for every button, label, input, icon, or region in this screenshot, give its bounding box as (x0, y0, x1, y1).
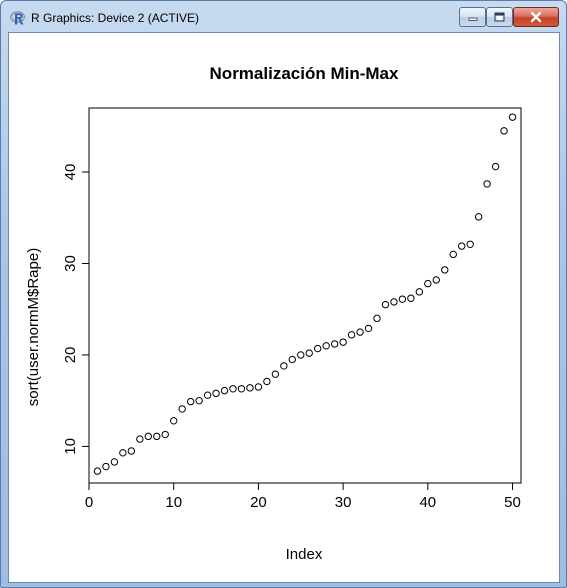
data-point (102, 462, 110, 471)
data-point (356, 328, 364, 336)
data-points (93, 113, 517, 475)
minimize-button[interactable] (459, 7, 486, 27)
x-tick-label: 10 (165, 494, 182, 511)
data-point (322, 342, 330, 350)
close-icon (530, 11, 542, 23)
scatter-plot: Normalización Min-Max Index sort(user.no… (25, 64, 522, 563)
y-axis: 10 20 30 40 (62, 164, 90, 455)
data-point (398, 295, 407, 303)
maximize-icon (494, 12, 505, 22)
y-tick-label: 30 (62, 255, 79, 272)
data-point (339, 338, 347, 346)
data-point (314, 344, 322, 353)
data-point (415, 288, 424, 296)
data-point (347, 331, 356, 339)
data-point (110, 458, 119, 466)
plot-frame (88, 107, 522, 484)
data-point (466, 240, 474, 248)
data-point (500, 127, 508, 135)
data-point (449, 250, 457, 259)
x-tick-label: 0 (85, 494, 93, 511)
data-point (153, 432, 161, 441)
y-tick-label: 10 (62, 438, 79, 455)
data-point (432, 276, 440, 284)
data-point (407, 294, 415, 302)
data-point (271, 370, 280, 378)
data-point (508, 113, 517, 121)
data-point (288, 355, 296, 364)
r-logo-icon (10, 11, 25, 25)
data-point (229, 385, 237, 393)
y-tick-label: 40 (62, 164, 79, 181)
data-point (246, 384, 254, 392)
data-point (212, 389, 220, 398)
data-point (305, 349, 313, 357)
data-point (280, 362, 288, 370)
data-point (364, 324, 373, 333)
x-axis-label: Index (286, 546, 323, 563)
data-point (178, 405, 186, 413)
graphics-device-canvas: Normalización Min-Max Index sort(user.no… (8, 32, 560, 583)
data-point (93, 467, 102, 475)
data-point (144, 432, 152, 441)
data-point (203, 391, 212, 399)
data-point (254, 383, 263, 391)
y-tick-label: 20 (62, 347, 79, 364)
data-point (390, 298, 398, 306)
data-point (441, 266, 449, 274)
window-title: R Graphics: Device 2 (ACTIVE) (31, 11, 200, 25)
x-tick-label: 50 (504, 494, 521, 511)
data-point (263, 377, 271, 386)
data-point (161, 430, 169, 439)
data-point (119, 449, 127, 457)
data-point (373, 314, 381, 323)
data-point (330, 340, 339, 348)
x-tick-label: 40 (419, 494, 436, 511)
data-point (483, 180, 491, 188)
data-point (424, 279, 432, 288)
maximize-button[interactable] (486, 7, 513, 27)
close-button[interactable] (513, 7, 559, 27)
y-axis-label: sort(user.normM$Rape) (25, 248, 42, 406)
chart-title: Normalización Min-Max (210, 64, 399, 83)
data-point (186, 397, 195, 406)
x-tick-label: 20 (250, 494, 267, 511)
x-axis: 0 10 20 30 40 50 (85, 482, 521, 511)
data-point (381, 300, 390, 309)
x-tick-label: 30 (335, 494, 352, 511)
data-point (170, 417, 178, 425)
data-point (297, 351, 305, 359)
data-point (220, 386, 229, 395)
data-point (237, 385, 246, 393)
title-bar[interactable]: R Graphics: Device 2 (ACTIVE) (1, 1, 566, 33)
data-point (474, 213, 483, 221)
data-point (458, 242, 466, 250)
data-point (491, 162, 500, 171)
data-point (127, 447, 136, 455)
data-point (136, 435, 144, 443)
minimize-icon (468, 17, 477, 21)
data-point (195, 396, 203, 405)
